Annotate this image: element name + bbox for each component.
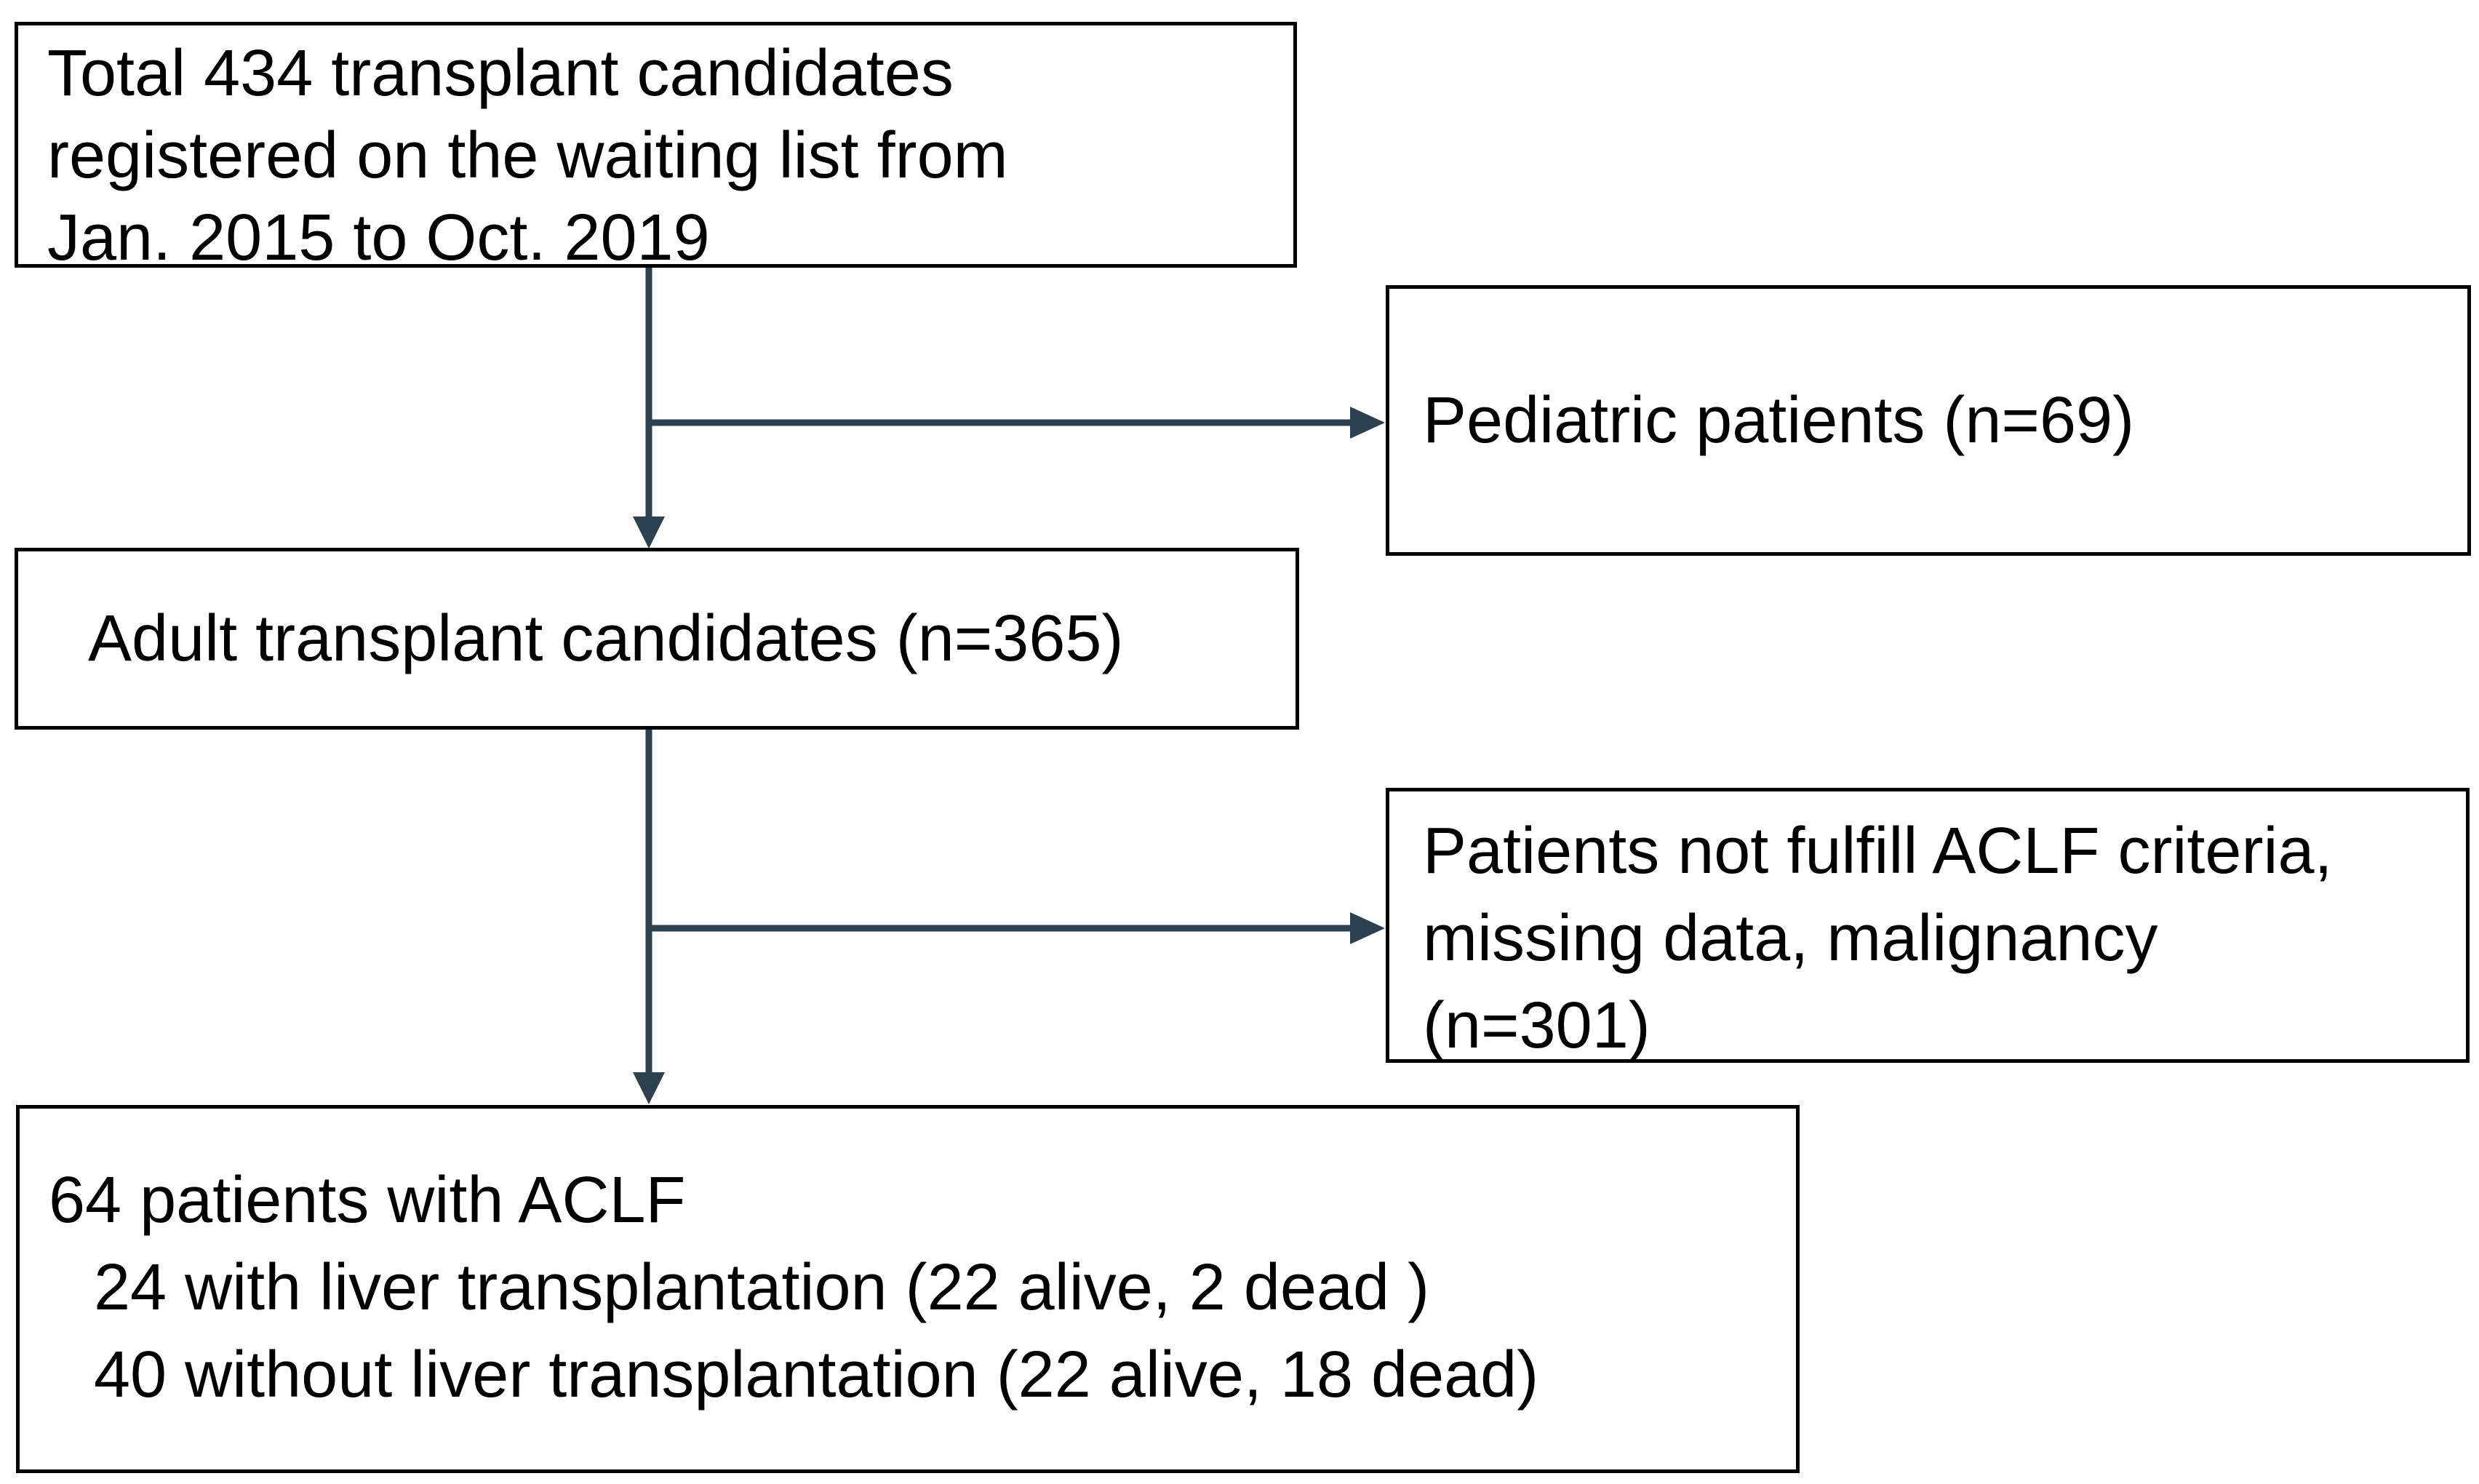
node-adult-candidates: Adult transplant candidates (n=365)	[15, 548, 1299, 730]
node-aclf-patients-line3: 40 without liver transplantation (22 ali…	[94, 1339, 1539, 1411]
node-pediatric-patients-line1: Pediatric patients (n=69)	[1423, 383, 2135, 457]
node-adult-candidates-line1: Adult transplant candidates (n=365)	[88, 602, 1124, 675]
node-pediatric-patients: Pediatric patients (n=69)	[1386, 285, 2471, 556]
node-total-candidates: Total 434 transplant candidates register…	[15, 22, 1297, 274]
arrow-total-to-adult-arrowhead	[633, 516, 665, 548]
arrow-to-excluded-arrowhead	[1350, 912, 1385, 944]
node-excluded-patients-line2: missing data, malignancy	[1423, 902, 2158, 975]
node-excluded-patients-line3: (n=301)	[1423, 989, 1650, 1062]
node-excluded-patients: Patients not fulfill ACLF criteria, miss…	[1386, 788, 2470, 1063]
arrow-adult-to-aclf-arrowhead	[633, 1072, 665, 1104]
node-aclf-patients-line2: 24 with liver transplantation (22 alive,…	[94, 1251, 1430, 1324]
node-aclf-patients: 64 patients with ACLF 24 with liver tran…	[16, 1105, 1800, 1473]
node-excluded-patients-line1: Patients not fulfill ACLF criteria,	[1423, 815, 2333, 887]
node-total-candidates-line3: Jan. 2015 to Oct. 2019	[47, 202, 710, 274]
node-total-candidates-line1: Total 434 transplant candidates	[47, 37, 954, 110]
node-total-candidates-line2: registered on the waiting list from	[47, 119, 1008, 192]
node-aclf-patients-line1: 64 patients with ACLF	[49, 1164, 686, 1237]
arrow-to-pediatric-arrowhead	[1350, 407, 1385, 439]
